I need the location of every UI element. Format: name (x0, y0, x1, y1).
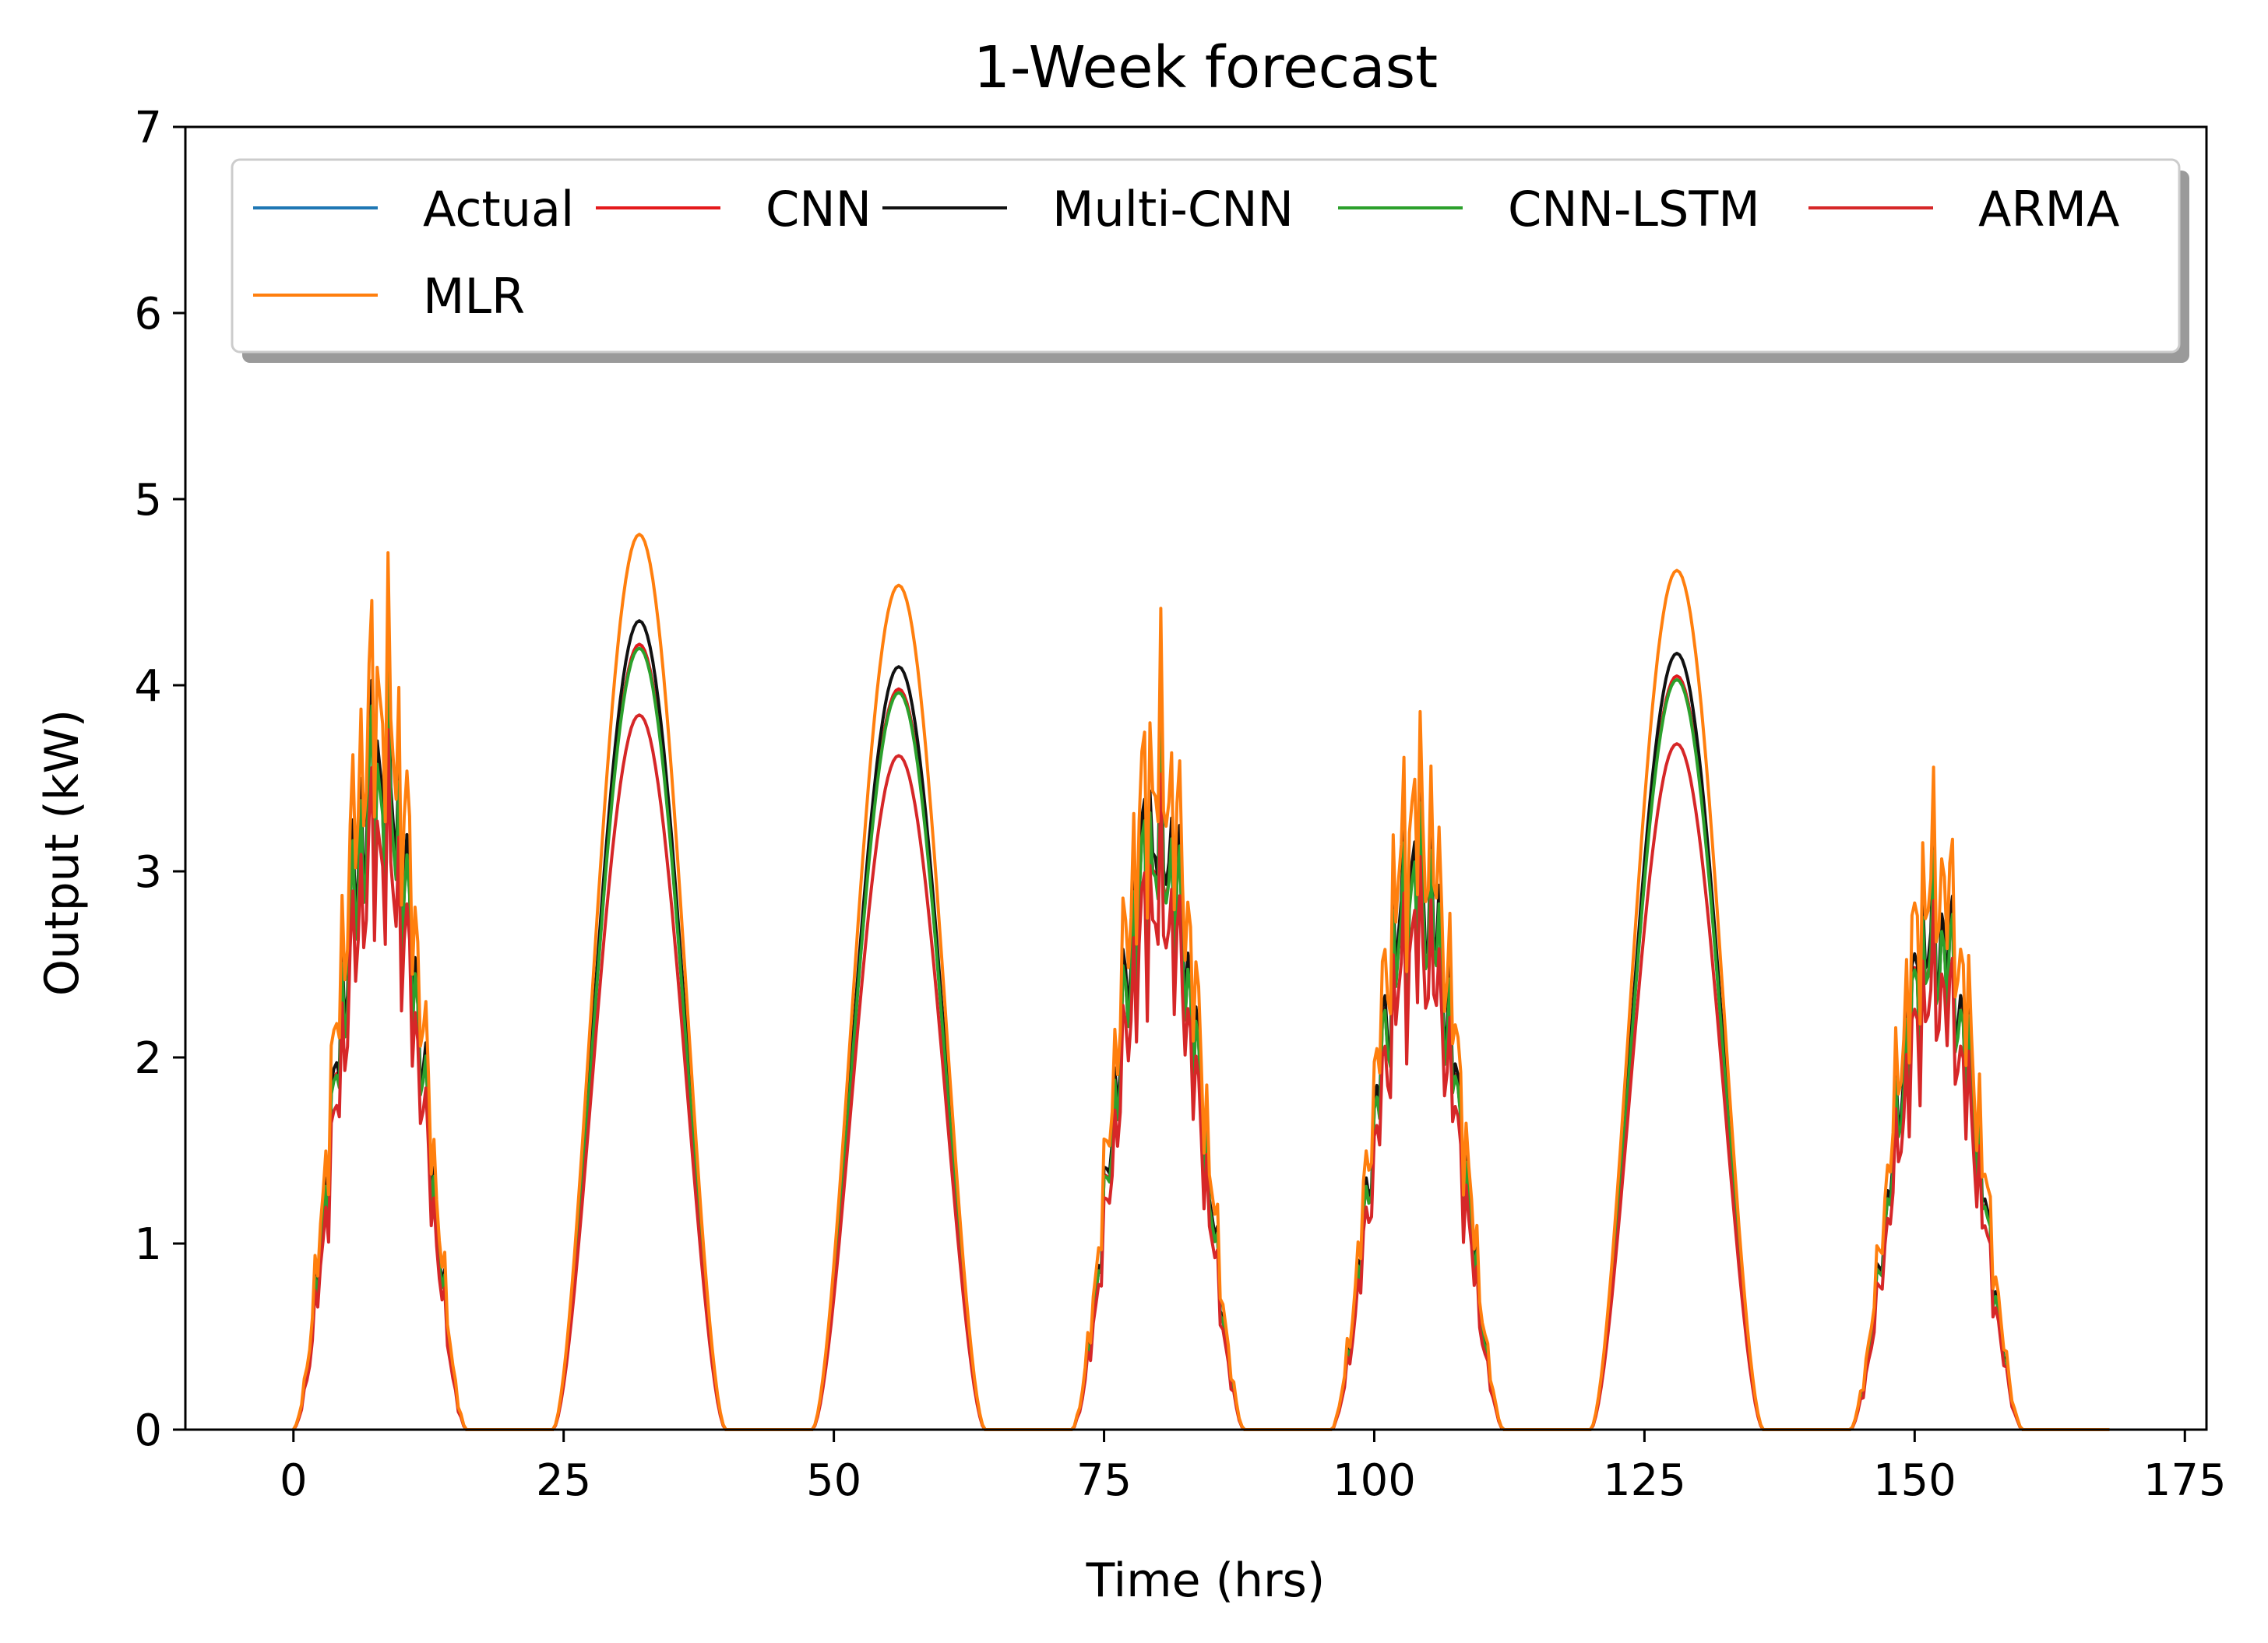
axes: 0 25 50 75 100 125 150 175 0 1 2 3 4 5 6 7 (134, 103, 2226, 1506)
y-tick-label: 5 (134, 475, 162, 526)
legend-label-arma: ARMA (1978, 181, 2119, 237)
series-line-mlr (292, 533, 2110, 1431)
y-tick-label: 6 (134, 289, 162, 340)
legend-label-actual: Actual (423, 181, 574, 237)
y-tick-label: 1 (134, 1219, 162, 1270)
y-tick-label: 7 (134, 103, 162, 153)
x-axis-label: Time (hrs) (1086, 1553, 1326, 1608)
x-tick-label: 150 (1873, 1455, 1956, 1506)
y-tick-label: 4 (134, 661, 162, 712)
legend: Actual CNN Multi-CNN CNN-LSTM ARMA MLR (231, 158, 2189, 363)
plot-frame (184, 125, 2208, 1431)
legend-label-mlr: MLR (423, 268, 525, 325)
x-tick-label: 175 (2143, 1455, 2227, 1506)
y-tick-label: 0 (134, 1406, 162, 1456)
x-tick-label: 100 (1333, 1455, 1416, 1506)
legend-label-multi-cnn: Multi-CNN (1052, 181, 1294, 237)
x-tick-label: 0 (280, 1455, 308, 1506)
x-tick-label: 50 (806, 1455, 861, 1506)
legend-label-cnn: CNN (766, 181, 872, 237)
legend-label-cnn-lstm: CNN-LSTM (1508, 181, 1760, 237)
x-tick-label: 75 (1076, 1455, 1132, 1506)
y-tick-label: 2 (134, 1033, 162, 1084)
chart-title: 1-Week forecast (974, 34, 1438, 101)
x-tick-label: 25 (536, 1455, 591, 1506)
y-tick-label: 3 (134, 847, 162, 898)
x-tick-label: 125 (1603, 1455, 1686, 1506)
plot-lines (292, 533, 2110, 1431)
y-axis-label: Output (kW) (35, 709, 90, 996)
